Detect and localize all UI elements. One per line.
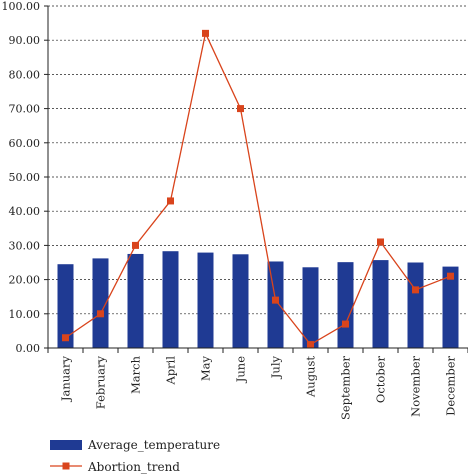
y-tick-label: 50.00: [9, 171, 41, 184]
trend-marker: [377, 238, 384, 246]
legend-label-average-temperature: Average_temperature: [87, 438, 220, 452]
y-tick-label: 80.00: [9, 68, 41, 81]
bar: [337, 262, 354, 348]
y-tick-label: 70.00: [9, 103, 41, 116]
trend-marker: [412, 286, 419, 294]
line-series: [62, 29, 454, 349]
trend-marker: [307, 341, 314, 349]
trend-line: [65, 31, 451, 346]
x-axis: January February March April May June July Augu…: [47, 347, 468, 421]
y-tick-label: 0.00: [16, 342, 41, 355]
trend-marker: [167, 197, 174, 205]
trend-marker: [447, 272, 454, 280]
bar: [57, 264, 74, 348]
x-tick-label: March: [129, 355, 143, 394]
x-tick-label: May: [199, 356, 213, 382]
x-tick-label: August: [304, 356, 318, 398]
x-tick-label: December: [444, 355, 458, 415]
gridlines: [48, 5, 468, 315]
trend-marker: [342, 320, 349, 328]
bar: [442, 266, 459, 348]
x-tick-label: September: [339, 356, 353, 421]
bar: [267, 261, 284, 348]
bar: [372, 260, 389, 348]
bar: [92, 258, 109, 348]
x-tick-label: January: [59, 356, 73, 403]
x-tick-label: June: [234, 356, 248, 383]
y-tick-label: 100.00: [2, 0, 41, 13]
x-tick-label: February: [94, 356, 108, 410]
x-tick-label: July: [269, 356, 283, 380]
y-axis: 0.00 10.00 20.00 30.00 40.00 50.00 60.00 70.00 8…: [2, 0, 49, 355]
y-tick-label: 10.00: [9, 308, 41, 321]
trend-marker: [237, 105, 244, 113]
legend-swatch-average-temperature: [50, 440, 82, 450]
trend-marker: [97, 310, 104, 318]
y-tick-label: 40.00: [9, 205, 41, 218]
trend-marker: [272, 296, 279, 304]
trend-marker: [62, 334, 69, 342]
legend: Average_temperature Abortion_trend: [50, 438, 220, 474]
bar-series: [57, 251, 459, 348]
trend-marker: [202, 29, 209, 37]
legend-marker-abortion-trend: [62, 462, 70, 470]
x-tick-label: October: [374, 355, 388, 403]
bar: [232, 254, 249, 348]
bar: [162, 251, 179, 348]
y-tick-label: 60.00: [9, 137, 41, 150]
legend-label-abortion-trend: Abortion_trend: [87, 460, 180, 474]
bar: [197, 252, 214, 348]
y-tick-label: 30.00: [9, 239, 41, 252]
y-tick-label: 20.00: [9, 274, 41, 287]
bar: [407, 262, 424, 348]
bar: [127, 253, 144, 348]
x-tick-label: April: [164, 356, 178, 386]
y-tick-label: 90.00: [9, 34, 41, 47]
x-tick-label: November: [409, 355, 423, 416]
bar: [302, 267, 319, 348]
trend-marker: [132, 241, 139, 249]
